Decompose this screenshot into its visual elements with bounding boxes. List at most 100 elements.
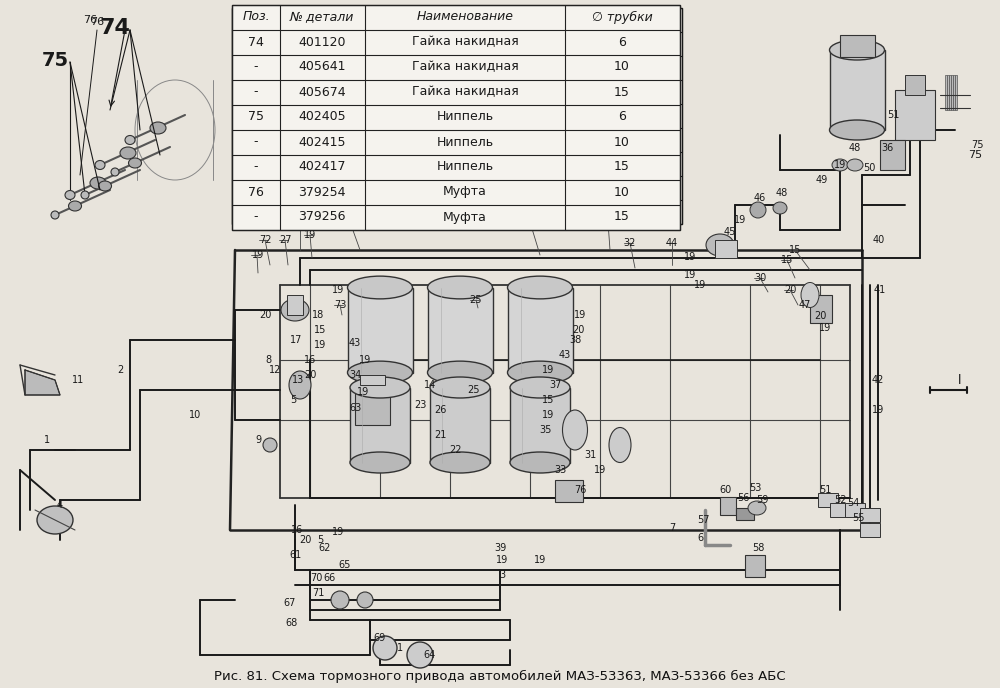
Text: 76: 76 (248, 186, 264, 199)
Text: 74: 74 (248, 36, 264, 48)
Text: 75: 75 (971, 140, 983, 150)
Text: 19: 19 (252, 250, 264, 260)
Text: 405674: 405674 (307, 85, 351, 98)
Polygon shape (25, 370, 60, 395)
Bar (895, 90, 935, 140)
Text: 19: 19 (734, 215, 746, 225)
Text: ∅ трубки: ∅ трубки (592, 10, 652, 23)
Ellipse shape (830, 120, 885, 140)
Text: 401120: 401120 (298, 36, 346, 48)
Bar (860, 523, 880, 537)
Text: 19: 19 (594, 465, 606, 475)
Text: 15: 15 (621, 158, 635, 171)
Text: 10: 10 (614, 136, 630, 149)
Text: 9: 9 (255, 435, 261, 445)
Text: 27: 27 (279, 235, 291, 245)
Ellipse shape (430, 377, 490, 398)
Text: 19: 19 (332, 527, 344, 537)
Ellipse shape (81, 191, 89, 199)
Text: 19: 19 (872, 405, 884, 415)
Ellipse shape (95, 160, 105, 169)
Text: 76: 76 (250, 182, 266, 195)
Text: 7: 7 (669, 523, 675, 533)
Text: 15: 15 (781, 255, 793, 265)
Bar (949, 75, 951, 110)
Text: Гайка накидная: Гайка накидная (412, 36, 518, 48)
Text: 15: 15 (621, 85, 635, 98)
Text: 31: 31 (584, 450, 596, 460)
Ellipse shape (508, 276, 572, 299)
Text: Наименование: Наименование (428, 14, 520, 27)
Ellipse shape (111, 168, 119, 176)
Text: 379256: 379256 (298, 211, 346, 224)
Text: 16: 16 (291, 525, 303, 535)
Text: 46: 46 (754, 193, 766, 203)
Bar (348, 288, 413, 372)
Text: 65: 65 (339, 560, 351, 570)
Text: 43: 43 (349, 338, 361, 348)
Text: 405641: 405641 (298, 61, 346, 74)
Text: -: - (254, 61, 258, 74)
Bar (232, 8, 682, 224)
Text: 34: 34 (349, 370, 361, 380)
Text: 20: 20 (814, 311, 826, 321)
Text: 19: 19 (542, 365, 554, 375)
Ellipse shape (609, 427, 631, 462)
Text: 19: 19 (834, 160, 846, 170)
Ellipse shape (430, 452, 490, 473)
Text: 73: 73 (334, 300, 346, 310)
Text: 10: 10 (621, 133, 635, 147)
Text: 10: 10 (189, 410, 201, 420)
Text: Муфта: Муфта (453, 182, 495, 195)
Ellipse shape (98, 181, 112, 191)
Bar (428, 288, 492, 372)
Text: 52: 52 (834, 495, 846, 505)
Ellipse shape (748, 501, 766, 515)
Text: 76: 76 (83, 15, 97, 25)
Text: 70: 70 (310, 573, 322, 583)
Text: 55: 55 (852, 513, 864, 523)
Text: 69: 69 (374, 633, 386, 643)
Text: 25: 25 (468, 385, 480, 395)
Ellipse shape (847, 159, 863, 171)
Ellipse shape (373, 636, 397, 660)
Text: 43: 43 (559, 350, 571, 360)
Text: 20: 20 (299, 535, 311, 545)
Text: 10: 10 (614, 186, 630, 199)
Text: 67: 67 (284, 598, 296, 608)
Bar (840, 35, 875, 57)
Text: Гайка накидная: Гайка накидная (412, 85, 518, 98)
Ellipse shape (90, 177, 106, 189)
Text: 74: 74 (100, 18, 130, 38)
Text: 71: 71 (312, 588, 324, 598)
Text: 4: 4 (57, 500, 63, 510)
Text: 50: 50 (863, 163, 875, 173)
Ellipse shape (750, 202, 766, 218)
Text: Гайка накидная: Гайка накидная (424, 85, 524, 98)
Text: 5: 5 (290, 395, 296, 405)
Text: 402417: 402417 (307, 158, 351, 171)
Bar (860, 508, 880, 522)
Text: 75: 75 (251, 109, 265, 122)
Text: 18: 18 (312, 310, 324, 320)
Text: 16: 16 (304, 355, 316, 365)
Ellipse shape (832, 159, 848, 171)
Bar (720, 497, 736, 515)
Text: 17: 17 (290, 335, 302, 345)
Text: 41: 41 (874, 285, 886, 295)
Bar (232, 5, 680, 230)
Text: 40: 40 (873, 235, 885, 245)
Text: 75: 75 (248, 111, 264, 124)
Text: -: - (256, 61, 260, 74)
Text: 20: 20 (784, 285, 796, 295)
Text: 75: 75 (968, 150, 982, 160)
Text: 75: 75 (41, 50, 69, 69)
Text: 19: 19 (819, 323, 831, 333)
Bar (947, 75, 949, 110)
Text: 15: 15 (614, 85, 630, 98)
Text: 44: 44 (666, 238, 678, 248)
Text: 402405: 402405 (307, 109, 351, 122)
Text: 54: 54 (847, 498, 859, 508)
Text: 19: 19 (359, 355, 371, 365)
Text: 68: 68 (285, 618, 297, 628)
